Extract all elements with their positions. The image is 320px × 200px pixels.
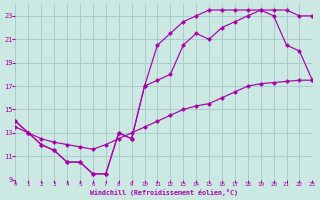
X-axis label: Windchill (Refroidissement éolien,°C): Windchill (Refroidissement éolien,°C) <box>90 189 238 196</box>
